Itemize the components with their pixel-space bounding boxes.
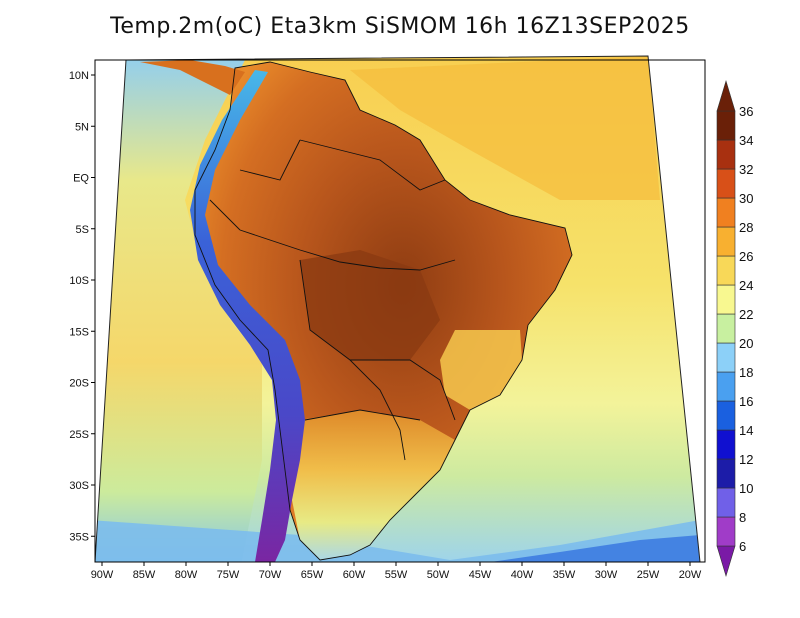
north-atlantic-warm <box>350 56 660 200</box>
lon-tick-label: 90W <box>91 569 114 581</box>
colorbar-label: 20 <box>739 336 753 351</box>
lat-tick-label: 30S <box>69 480 89 492</box>
colorbar-segment <box>716 400 736 431</box>
lon-tick-label: 45W <box>469 569 492 581</box>
lon-tick-label: 25W <box>637 569 660 581</box>
colorbar-segment <box>716 429 736 460</box>
coastline <box>194 61 573 561</box>
latitude-axis: 10N 5N EQ 5S 10S 15S 20S 25S 30S 35S <box>69 70 95 543</box>
lon-tick-label: 80W <box>175 569 198 581</box>
colorbar-segment <box>716 255 736 286</box>
colorbar-label: 22 <box>739 307 753 322</box>
lon-tick-label: 60W <box>343 569 366 581</box>
colorbar-segment <box>716 342 736 373</box>
pacific-field <box>95 56 262 562</box>
southern-cold-band <box>460 535 700 562</box>
lon-tick-label: 50W <box>427 569 450 581</box>
lon-tick-label: 75W <box>217 569 240 581</box>
colorbar: 6 8 10 12 14 16 18 20 22 24 26 28 30 32 34 36 <box>716 79 753 578</box>
border-peru <box>209 199 241 231</box>
plot-frame <box>94 59 706 563</box>
colorbar-segment <box>716 516 736 547</box>
colorbar-label: 36 <box>739 104 753 119</box>
colorbar-label: 26 <box>739 249 753 264</box>
colorbar-label: 14 <box>739 423 753 438</box>
southeast-highlands <box>440 330 522 410</box>
lon-tick-label: 40W <box>511 569 534 581</box>
border-north <box>299 139 446 191</box>
lat-tick-label: 5S <box>76 224 89 236</box>
lon-tick-label: 35W <box>553 569 576 581</box>
lat-tick-label: 10N <box>69 70 89 82</box>
colorbar-under-arrow <box>716 545 736 578</box>
longitude-axis: 90W 85W 80W 75W 70W 65W 60W 55W 50W 45W 40W 35W 30W 2… <box>91 562 702 581</box>
lat-tick-label: 10S <box>69 275 89 287</box>
country-borders <box>194 61 573 561</box>
colorbar-label: 28 <box>739 220 753 235</box>
colorbar-label: 12 <box>739 452 753 467</box>
colorbar-segment <box>716 487 736 518</box>
colorbar-label: 30 <box>739 191 753 206</box>
lat-tick-label: 35S <box>69 531 89 543</box>
lon-tick-label: 70W <box>259 569 282 581</box>
lat-tick-label: EQ <box>73 173 89 185</box>
colorbar-label: 6 <box>739 539 746 554</box>
lon-tick-label: 85W <box>133 569 156 581</box>
lon-tick-label: 65W <box>301 569 324 581</box>
border-argentina <box>304 409 421 421</box>
andes-ridge <box>190 70 305 562</box>
lon-tick-label: 30W <box>595 569 618 581</box>
colorbar-label: 18 <box>739 365 753 380</box>
border-colombia <box>239 139 301 181</box>
lon-tick-label: 20W <box>679 569 702 581</box>
colorbar-label: 34 <box>739 133 753 148</box>
colorbar-label: 10 <box>739 481 753 496</box>
border-bolivia <box>299 259 406 461</box>
lat-tick-label: 5N <box>75 121 89 133</box>
colorbar-label: 8 <box>739 510 746 525</box>
colorbar-label: 24 <box>739 278 753 293</box>
colorbar-segment <box>716 197 736 228</box>
colorbar-segment <box>716 226 736 257</box>
border-paraguay <box>350 359 456 421</box>
colorbar-label: 32 <box>739 162 753 177</box>
colorbar-segment <box>716 313 736 344</box>
lat-tick-label: 15S <box>69 326 89 338</box>
lat-tick-label: 20S <box>69 378 89 390</box>
colorbar-segment <box>716 458 736 489</box>
colorbar-segment <box>716 168 736 199</box>
southern-cone <box>290 410 455 560</box>
colorbar-over-arrow <box>716 79 736 112</box>
colorbar-segment <box>716 139 736 170</box>
colorbar-segment <box>716 284 736 315</box>
lat-tick-label: 25S <box>69 429 89 441</box>
colorbar-segment <box>716 110 736 141</box>
colorbar-label: 16 <box>739 394 753 409</box>
south-america-land <box>140 60 572 562</box>
map-title: Temp.2m(oC) Eta3km SiSMOM 16h 16Z13SEP20… <box>110 14 690 39</box>
colorbar-segment <box>716 371 736 402</box>
lon-tick-label: 55W <box>385 569 408 581</box>
border-amazon <box>239 229 456 271</box>
central-america <box>140 60 245 95</box>
hot-core <box>300 250 440 360</box>
